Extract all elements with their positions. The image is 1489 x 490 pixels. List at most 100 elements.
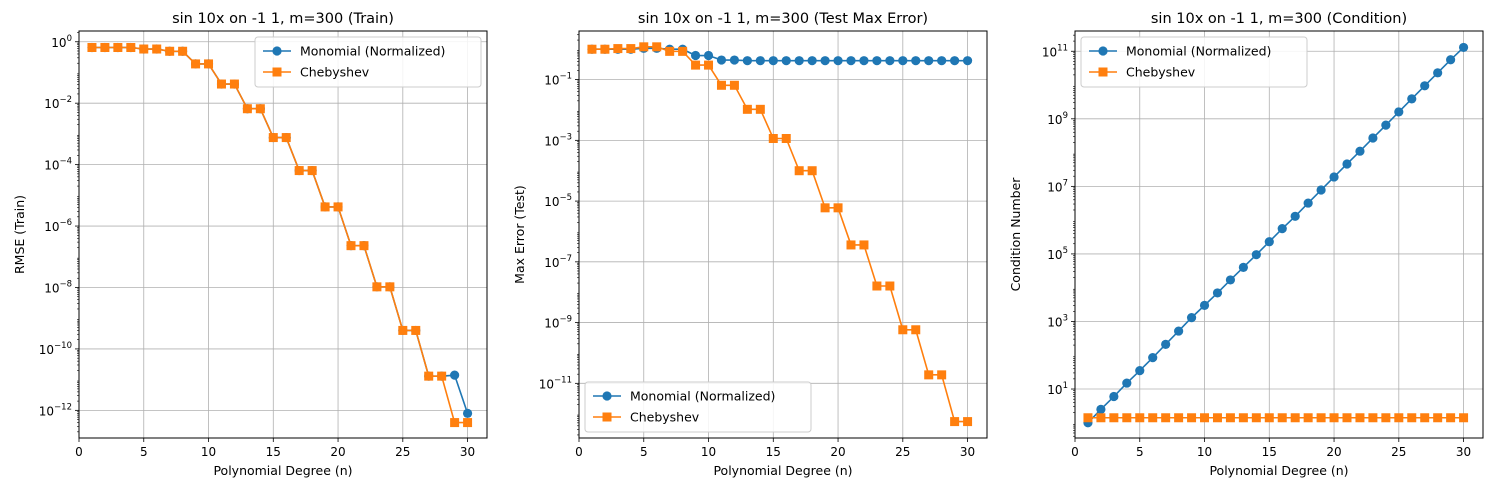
data-point	[1264, 237, 1274, 247]
tick-label-y: 10−1	[544, 72, 572, 88]
data-point	[1199, 300, 1210, 310]
data-point	[820, 56, 830, 66]
data-point	[911, 325, 921, 335]
data-point	[1096, 404, 1106, 414]
legend-box	[584, 381, 812, 433]
data-point	[691, 60, 701, 70]
tick-label-x: 5	[140, 445, 148, 459]
data-point	[846, 56, 856, 66]
data-point	[1187, 413, 1197, 423]
tick-label-y: 10−11	[539, 375, 572, 391]
data-point	[768, 133, 778, 143]
data-point	[294, 166, 304, 176]
data-point	[1225, 413, 1235, 423]
data-point	[385, 282, 395, 292]
tick-label-x: 5	[1136, 445, 1144, 459]
data-point	[1122, 378, 1132, 388]
data-point	[937, 370, 947, 380]
data-point	[1394, 413, 1404, 423]
data-point	[1238, 413, 1248, 423]
data-point	[937, 56, 947, 66]
tick-label-y: 10−7	[544, 254, 572, 270]
data-point	[1459, 413, 1469, 423]
tick-label-x: 0	[575, 445, 583, 459]
data-point	[1186, 313, 1197, 323]
data-point	[1251, 250, 1261, 260]
data-point	[1083, 413, 1093, 423]
data-point	[320, 202, 330, 212]
tick-label-x: 25	[895, 445, 910, 459]
data-point	[1277, 413, 1287, 423]
tick-label-y: 10−9	[544, 315, 572, 331]
y-axis-label: Max Error (Test)	[512, 185, 527, 284]
tick-label-x: 20	[330, 445, 345, 459]
data-point	[924, 370, 934, 380]
data-point	[1368, 133, 1378, 143]
data-point	[1381, 120, 1391, 130]
tick-label-y: 10−4	[44, 157, 72, 173]
tick-label-x: 10	[1197, 445, 1212, 459]
data-point	[781, 133, 791, 143]
axes-frame	[78, 30, 488, 439]
data-point	[1446, 55, 1456, 65]
x-axis-label: Polynomial Degree (n)	[213, 463, 352, 478]
data-point	[1381, 413, 1391, 423]
data-point	[255, 104, 265, 114]
x-axis-label: Polynomial Degree (n)	[1209, 463, 1348, 478]
data-point	[950, 56, 960, 66]
data-point	[898, 56, 908, 66]
data-point	[216, 79, 226, 89]
tick-label-y: 10−8	[44, 279, 72, 295]
tick-label-x: 15	[266, 445, 281, 459]
data-point	[1135, 413, 1145, 423]
tick-label-x: 15	[766, 445, 781, 459]
series-group	[587, 42, 973, 427]
data-point	[898, 325, 908, 335]
tick-label-x: 15	[1262, 445, 1277, 459]
data-point	[1458, 42, 1469, 53]
data-point	[126, 42, 136, 52]
data-point	[924, 56, 934, 66]
chart-panel-2: 0 5 10 15 20 25 30 10−11 10−9 10−7 10−5 10−3 10−1 sin…	[512, 11, 988, 478]
tick-label-y: 10−10	[39, 341, 72, 357]
axes-frame	[1074, 30, 1484, 439]
data-point	[1212, 413, 1222, 423]
data-point	[242, 104, 252, 114]
legend-swatch-marker	[602, 412, 612, 422]
tick-label-y: 103	[1047, 313, 1068, 329]
data-point	[768, 56, 778, 66]
tick-label-x: 25	[395, 445, 410, 459]
data-point	[755, 104, 765, 114]
data-point	[139, 44, 149, 54]
data-point	[950, 417, 960, 427]
data-point	[1135, 366, 1145, 376]
data-point	[281, 133, 291, 143]
data-point	[678, 46, 688, 56]
data-point	[1174, 326, 1184, 336]
legend-swatch-marker	[1098, 46, 1108, 56]
data-point	[1161, 413, 1171, 423]
data-point	[729, 80, 739, 90]
data-point	[833, 203, 843, 213]
tick-label-y: 105	[1047, 246, 1068, 262]
tick-label-y: 10−6	[44, 218, 72, 234]
data-point	[885, 56, 895, 66]
data-point	[962, 56, 973, 66]
y-axis-label: Condition Number	[1008, 177, 1023, 292]
data-point	[1238, 262, 1248, 272]
data-point	[113, 42, 123, 52]
chart-panel-1: 0 5 10 15 20 25 30 10−12 10−10 10−8 10−6 10−4 10−2 10…	[12, 11, 488, 478]
data-point	[1290, 413, 1300, 423]
data-point	[1316, 185, 1326, 195]
tick-label-x: 10	[201, 445, 216, 459]
legend-swatch-marker	[272, 46, 282, 56]
data-point	[100, 42, 110, 52]
legend: Monomial (Normalized) Chebyshev	[1080, 36, 1308, 88]
data-point	[794, 166, 804, 176]
data-point	[690, 50, 701, 61]
tick-label-x: 10	[701, 445, 716, 459]
data-point	[872, 281, 882, 291]
data-point	[1251, 413, 1261, 423]
data-point	[229, 79, 239, 89]
data-point	[1174, 413, 1184, 423]
